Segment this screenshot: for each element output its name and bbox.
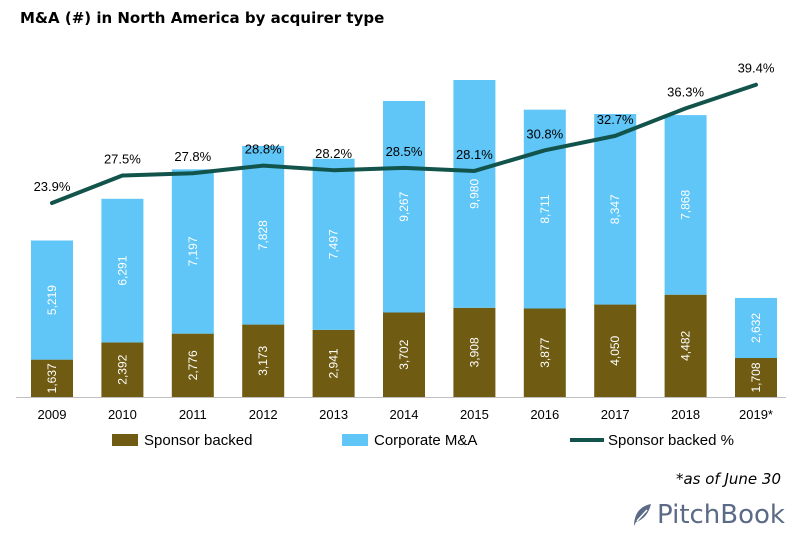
- chart-title: M&A (#) in North America by acquirer typ…: [20, 9, 385, 27]
- data-label-sponsor: 3,173: [256, 345, 270, 375]
- bar-sponsor: [735, 358, 777, 397]
- brand-name: PitchBook: [656, 500, 785, 530]
- legend: Sponsor backed Corporate M&A Sponsor bac…: [112, 432, 734, 449]
- data-label-pct: 28.1%: [456, 147, 493, 162]
- data-label-corporate: 8,347: [608, 194, 622, 224]
- x-tick-label: 2009: [38, 407, 67, 422]
- x-tick-label: 2013: [319, 407, 348, 422]
- data-label-corporate: 5,219: [45, 285, 59, 315]
- data-label-corporate: 7,868: [679, 190, 693, 220]
- data-label-pct: 30.8%: [526, 126, 563, 141]
- x-tick-label: 2019*: [739, 407, 773, 422]
- x-tick-label: 2012: [249, 407, 278, 422]
- bar-data-labels: 1,637 5,219 2,392 6,291 2,776 7,197 3,173 7,828…: [45, 179, 763, 394]
- data-label-corporate: 7,197: [186, 236, 200, 266]
- bar-sponsor: [664, 294, 707, 397]
- data-label-pct: 39.4%: [738, 61, 775, 76]
- data-label-sponsor: 1,637: [45, 363, 59, 393]
- bar-corporate: [31, 240, 73, 360]
- data-label-pct: 23.9%: [34, 179, 71, 194]
- legend-swatch-sponsor: [112, 434, 138, 446]
- bar-corporate: [594, 114, 637, 305]
- corporate-bars: [31, 80, 777, 360]
- bar-sponsor: [453, 307, 496, 397]
- data-label-corporate: 8,711: [538, 194, 552, 223]
- data-label-pct: 28.8%: [245, 142, 282, 157]
- data-label-sponsor: 3,702: [397, 339, 411, 369]
- pitchbook-leaf-icon: [633, 504, 651, 526]
- data-label-sponsor: 2,392: [115, 354, 129, 384]
- bar-corporate: [383, 100, 425, 313]
- bar-sponsor: [242, 324, 285, 397]
- legend-label-sponsor: Sponsor backed: [144, 432, 252, 449]
- data-label-sponsor: 1,708: [749, 362, 763, 392]
- sponsor-bars: [31, 294, 777, 397]
- sponsor-pct-line: [50, 82, 758, 205]
- data-label-corporate: 9,267: [397, 191, 411, 221]
- legend-label-corporate: Corporate M&A: [374, 432, 477, 449]
- bar-corporate: [171, 169, 214, 334]
- bar-corporate: [101, 198, 144, 343]
- bar-corporate: [453, 80, 496, 308]
- x-tick-labels: 2009 2010 2011 2012 2013 2014 2015 2016 2017 2018…: [38, 407, 773, 422]
- data-label-pct: 32.7%: [597, 112, 634, 127]
- legend-swatch-corporate: [342, 434, 368, 446]
- bar-corporate: [242, 145, 285, 325]
- data-label-corporate: 2,632: [749, 313, 763, 343]
- sponsor-pct-labels: 23.9% 27.5% 27.8% 28.8% 28.2% 28.5% 28.1% 30.8%…: [34, 61, 775, 194]
- x-tick-label: 2014: [390, 407, 419, 422]
- data-label-sponsor: 3,908: [467, 337, 481, 367]
- x-tick-label: 2010: [108, 407, 137, 422]
- data-label-pct: 36.3%: [667, 84, 704, 99]
- bar-sponsor: [171, 333, 214, 397]
- data-label-sponsor: 4,482: [679, 331, 693, 361]
- data-label-corporate: 7,828: [256, 220, 270, 250]
- legend-label-pct: Sponsor backed %: [608, 432, 734, 449]
- bar-sponsor: [523, 308, 566, 397]
- data-label-sponsor: 2,941: [327, 348, 341, 378]
- bar-corporate: [312, 158, 355, 330]
- bar-sponsor: [312, 329, 355, 397]
- footnote: *as of June 30: [675, 470, 781, 488]
- bar-corporate: [664, 115, 707, 295]
- data-label-corporate: 7,497: [327, 229, 341, 259]
- bar-sponsor: [594, 304, 637, 397]
- bar-corporate: [735, 297, 777, 359]
- brand-logo: PitchBook: [631, 500, 785, 530]
- data-label-pct: 28.5%: [386, 144, 423, 159]
- x-tick-label: 2018: [671, 407, 700, 422]
- data-label-sponsor: 2,776: [186, 350, 200, 380]
- bar-sponsor: [383, 312, 425, 397]
- data-label-sponsor: 4,050: [608, 335, 622, 365]
- x-tick-label: 2017: [601, 407, 630, 422]
- data-label-sponsor: 3,877: [538, 337, 552, 367]
- bar-sponsor: [101, 342, 144, 397]
- x-tick-label: 2011: [179, 407, 207, 422]
- data-label-corporate: 6,291: [115, 255, 129, 285]
- bar-sponsor: [31, 359, 73, 397]
- x-tick-label: 2016: [530, 407, 559, 422]
- data-label-pct: 27.8%: [174, 149, 211, 164]
- x-tick-label: 2015: [460, 407, 489, 422]
- data-label-pct: 28.2%: [315, 146, 352, 161]
- bar-corporate: [523, 109, 566, 309]
- data-label-pct: 27.5%: [104, 152, 141, 167]
- data-label-corporate: 9,980: [467, 179, 481, 209]
